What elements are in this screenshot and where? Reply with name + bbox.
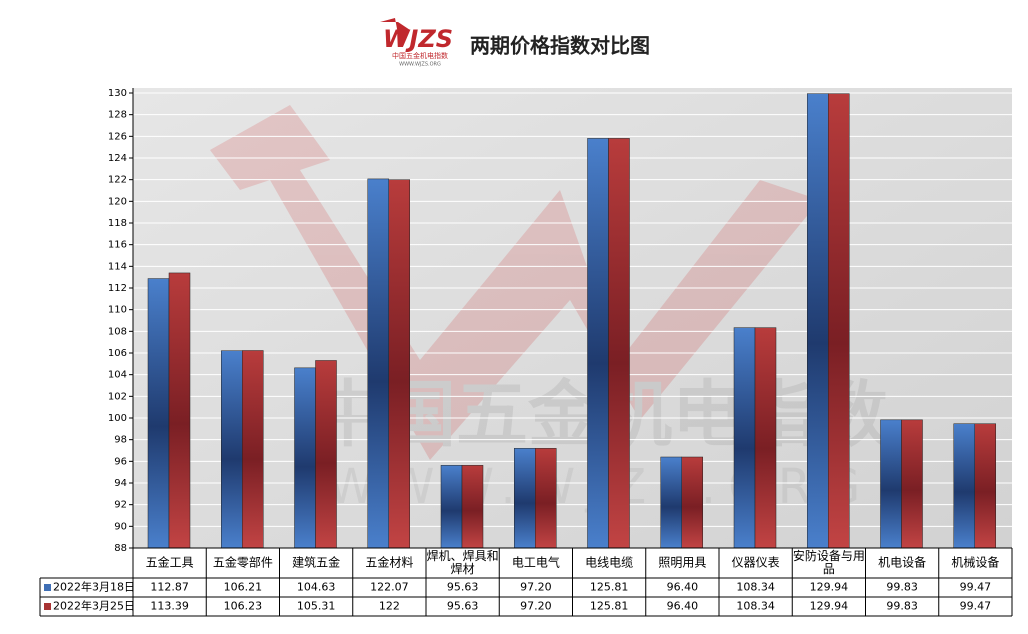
bar: [733, 327, 756, 549]
y-tick-label: 116: [108, 240, 127, 251]
legend-label: 2022年3月25日: [53, 599, 135, 613]
y-tick-label: 118: [108, 218, 127, 229]
bar: [754, 327, 777, 549]
y-tick-label: 90: [114, 521, 127, 532]
bar: [221, 350, 243, 549]
bar: [681, 456, 703, 549]
y-tick-label: 88: [114, 543, 127, 554]
x-tick-label: 建筑五金: [292, 555, 340, 570]
bar: [461, 465, 484, 549]
y-tick-label: 92: [114, 500, 127, 511]
data-label: 96.40: [667, 600, 699, 613]
data-label: 112.87: [150, 581, 189, 594]
data-label: 129.94: [810, 581, 849, 594]
y-tick-label: 100: [108, 413, 127, 424]
bar: [388, 179, 410, 549]
x-tick-label: 五金零部件: [213, 555, 273, 570]
bar: [587, 138, 609, 549]
y-tick-label: 128: [108, 110, 127, 121]
bar: [440, 465, 463, 549]
bar: [367, 178, 389, 549]
data-label: 106.21: [224, 581, 263, 594]
y-tick-label: 104: [108, 370, 127, 381]
data-label: 106.23: [224, 600, 263, 613]
data-label: 104.63: [297, 581, 336, 594]
data-label: 96.40: [667, 581, 699, 594]
data-label: 95.63: [447, 600, 479, 613]
x-tick-label: 机械设备: [951, 555, 999, 570]
data-label: 105.31: [297, 600, 336, 613]
x-tick-label: 安防设备与用品: [793, 548, 865, 576]
data-label: 125.81: [590, 600, 629, 613]
data-label: 95.63: [447, 581, 479, 594]
bar: [608, 138, 630, 549]
data-label: 97.20: [520, 600, 552, 613]
data-label: 99.47: [960, 600, 992, 613]
bar: [974, 423, 996, 549]
data-label: 122: [379, 600, 400, 613]
x-tick-label: 五金材料: [365, 555, 413, 570]
data-label: 125.81: [590, 581, 629, 594]
data-label: 99.83: [886, 581, 918, 594]
bar: [953, 423, 975, 549]
x-tick-label: 照明用具: [658, 556, 706, 570]
data-label: 129.94: [810, 600, 849, 613]
y-tick-label: 106: [108, 348, 127, 359]
bar: [294, 367, 316, 549]
bar: [514, 448, 536, 549]
y-tick-label: 120: [108, 196, 127, 207]
legend-label: 2022年3月18日: [53, 580, 135, 594]
y-tick-label: 114: [108, 261, 127, 272]
y-tick-label: 112: [108, 283, 127, 294]
data-label: 108.34: [736, 581, 775, 594]
x-tick-label: 仪器仪表: [732, 556, 780, 570]
data-label: 99.83: [886, 600, 918, 613]
y-tick-label: 110: [108, 305, 127, 316]
y-tick-label: 108: [108, 326, 127, 337]
logo-mark: WJZS: [383, 25, 453, 53]
legend-swatch: [44, 603, 51, 610]
legend-swatch: [44, 584, 51, 591]
data-label: 108.34: [736, 600, 775, 613]
x-tick-label: 电线电缆: [585, 556, 633, 570]
bar: [242, 350, 264, 549]
bar: [880, 419, 902, 549]
data-label: 97.20: [520, 581, 552, 594]
logo: WJZS 中国五金机电指数 WWW.WJZS.ORG: [380, 18, 453, 68]
chart-title: 两期价格指数对比图: [470, 34, 650, 58]
y-tick-label: 130: [108, 88, 127, 99]
y-tick-label: 98: [114, 435, 127, 446]
bar: [147, 278, 170, 549]
y-tick-label: 124: [108, 153, 127, 164]
bar: [168, 272, 191, 549]
y-tick-label: 126: [108, 131, 127, 142]
x-tick-label: 电工电气: [512, 555, 560, 570]
x-tick-label: 机电设备: [878, 556, 926, 570]
y-tick-label: 94: [114, 478, 127, 489]
x-tick-label: 焊机、焊具和焊材: [427, 548, 499, 576]
data-label: 122.07: [370, 581, 409, 594]
x-tick-label: 五金工具: [146, 555, 194, 570]
y-tick-label: 102: [108, 391, 127, 402]
bar: [828, 93, 850, 549]
bar: [807, 93, 829, 549]
y-tick-label: 96: [114, 456, 127, 467]
bar: [315, 360, 337, 549]
y-tick-label: 122: [108, 175, 127, 186]
data-label: 113.39: [150, 600, 189, 613]
bar: [535, 448, 557, 549]
logo-name: 中国五金机电指数: [392, 51, 448, 60]
logo-url: WWW.WJZS.ORG: [399, 62, 441, 68]
plot-area: [133, 88, 1012, 548]
data-label: 99.47: [960, 581, 992, 594]
bar: [660, 456, 682, 549]
bar: [901, 419, 923, 549]
